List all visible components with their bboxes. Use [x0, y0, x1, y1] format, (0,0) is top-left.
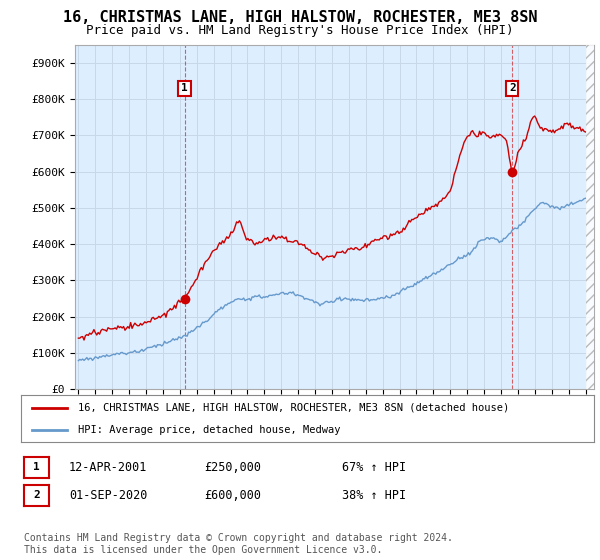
- Text: £250,000: £250,000: [204, 461, 261, 474]
- Text: 01-SEP-2020: 01-SEP-2020: [69, 489, 148, 502]
- Text: HPI: Average price, detached house, Medway: HPI: Average price, detached house, Medw…: [79, 424, 341, 435]
- Text: £600,000: £600,000: [204, 489, 261, 502]
- Text: Price paid vs. HM Land Registry's House Price Index (HPI): Price paid vs. HM Land Registry's House …: [86, 24, 514, 36]
- Text: 1: 1: [33, 463, 40, 472]
- Text: 12-APR-2001: 12-APR-2001: [69, 461, 148, 474]
- Text: 38% ↑ HPI: 38% ↑ HPI: [342, 489, 406, 502]
- Text: 2: 2: [509, 83, 516, 94]
- Text: 1: 1: [181, 83, 188, 94]
- Text: Contains HM Land Registry data © Crown copyright and database right 2024.
This d: Contains HM Land Registry data © Crown c…: [24, 533, 453, 555]
- Text: 16, CHRISTMAS LANE, HIGH HALSTOW, ROCHESTER, ME3 8SN: 16, CHRISTMAS LANE, HIGH HALSTOW, ROCHES…: [63, 10, 537, 25]
- Text: 2: 2: [33, 491, 40, 500]
- Text: 16, CHRISTMAS LANE, HIGH HALSTOW, ROCHESTER, ME3 8SN (detached house): 16, CHRISTMAS LANE, HIGH HALSTOW, ROCHES…: [79, 403, 509, 413]
- Text: 67% ↑ HPI: 67% ↑ HPI: [342, 461, 406, 474]
